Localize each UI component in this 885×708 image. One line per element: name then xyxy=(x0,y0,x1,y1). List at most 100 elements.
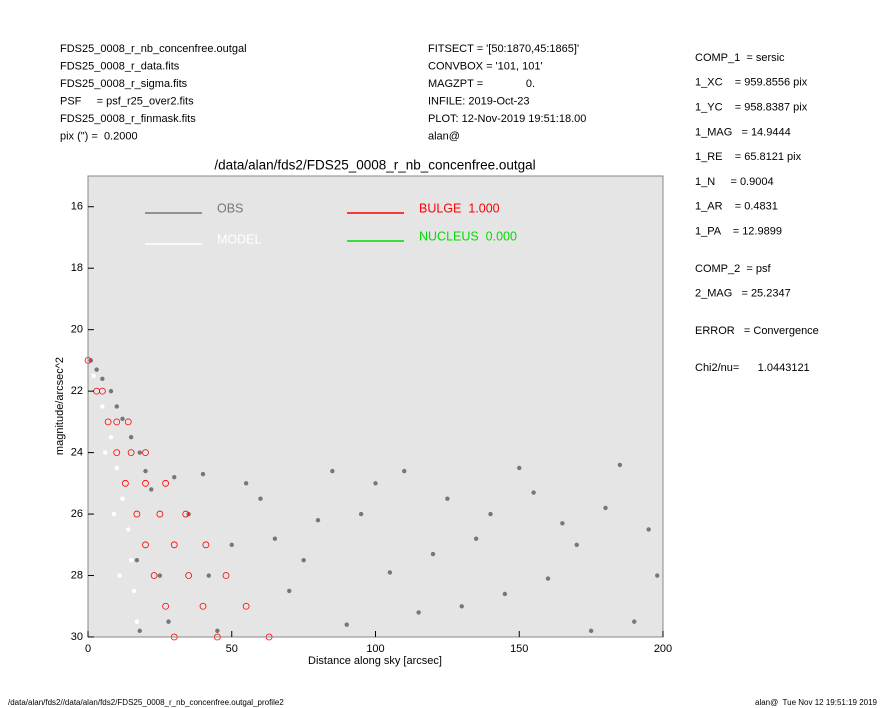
model-ring xyxy=(150,572,158,579)
point xyxy=(373,481,378,486)
point xyxy=(603,505,608,511)
point xyxy=(117,573,122,578)
point xyxy=(128,557,134,563)
footer-path: /data/alan/fds2//data/alan/fds2/FDS25_00… xyxy=(8,698,284,707)
point xyxy=(166,619,171,624)
point xyxy=(574,542,579,547)
point xyxy=(157,573,163,578)
legend-label: MODEL xyxy=(217,232,262,246)
fit-parameter: ERROR = Convergence xyxy=(695,325,819,337)
point xyxy=(111,511,117,517)
model-ring xyxy=(222,572,230,579)
point xyxy=(243,481,249,486)
point xyxy=(100,376,105,382)
point xyxy=(172,474,177,480)
fit-parameter: 1_XC = 959.8556 pix xyxy=(695,77,808,89)
point xyxy=(103,450,108,455)
model-ring xyxy=(142,541,149,549)
model-ring xyxy=(202,541,210,549)
model-ring xyxy=(121,479,129,487)
point xyxy=(287,588,292,594)
y-tick-label: 28 xyxy=(71,569,83,581)
point xyxy=(215,628,220,634)
fit-parameter: COMP_2 = psf xyxy=(695,263,771,275)
point xyxy=(387,570,393,575)
point xyxy=(94,367,99,372)
point xyxy=(126,527,131,532)
model-ring xyxy=(182,510,190,518)
point xyxy=(128,435,134,440)
point xyxy=(517,465,522,471)
model-ring xyxy=(170,541,178,549)
header-text: alan@ xyxy=(428,130,460,142)
fit-parameter: Chi2/nu= 1.0443121 xyxy=(695,362,810,374)
fit-parameter: 1_AR = 0.4831 xyxy=(695,201,778,213)
fit-parameter: 1_YC = 958.8387 pix xyxy=(695,102,808,114)
x-tick-label: 100 xyxy=(366,643,384,655)
fit-parameter: 1_RE = 65.8121 pix xyxy=(695,151,802,163)
point xyxy=(632,619,637,624)
model-ring xyxy=(142,449,149,457)
point xyxy=(108,435,114,440)
point xyxy=(330,468,335,474)
point xyxy=(258,496,263,501)
header-text: pix (") = 0.2000 xyxy=(60,130,138,142)
point xyxy=(120,416,125,421)
header-text: MAGZPT = 0. xyxy=(428,78,535,90)
point xyxy=(137,628,142,634)
point xyxy=(655,573,660,578)
legend-label: NUCLEUS 0.000 xyxy=(419,229,517,243)
legend-label: BULGE 1.000 xyxy=(419,201,500,215)
point xyxy=(430,551,436,557)
y-tick-label: 26 xyxy=(71,508,83,520)
model-ring xyxy=(162,479,170,487)
point xyxy=(473,536,479,541)
point xyxy=(459,604,464,609)
header-text: FDS25_0008_r_sigma.fits xyxy=(60,78,188,90)
fit-parameter: 1_N = 0.9004 xyxy=(695,176,774,188)
point xyxy=(588,628,594,634)
point xyxy=(143,468,148,474)
point xyxy=(272,536,278,541)
model-ring xyxy=(98,387,106,395)
y-tick-label: 22 xyxy=(71,385,83,397)
point xyxy=(137,450,142,455)
plot-area xyxy=(87,175,664,638)
point xyxy=(229,542,234,547)
point xyxy=(131,588,137,594)
point xyxy=(200,471,206,477)
header-text: CONVBOX = '101, 101' xyxy=(428,60,543,72)
x-tick-label: 50 xyxy=(226,643,238,655)
model-ring xyxy=(127,449,135,457)
point xyxy=(445,496,450,501)
header-text: FITSECT = '[50:1870,45:1865]' xyxy=(428,43,579,55)
x-tick-label: 200 xyxy=(654,643,672,655)
model-ring xyxy=(199,602,207,610)
y-tick-label: 18 xyxy=(71,262,83,274)
x-tick-label: 150 xyxy=(510,643,528,655)
point xyxy=(134,557,140,563)
point xyxy=(531,490,536,495)
fit-parameter: 1_MAG = 14.9444 xyxy=(695,126,791,138)
header-text: FDS25_0008_r_finmask.fits xyxy=(60,113,196,125)
fit-parameter: 2_MAG = 25.2347 xyxy=(695,288,791,300)
x-axis-label: Distance along sky [arcsec] xyxy=(308,655,442,667)
point xyxy=(502,591,508,597)
model-ring xyxy=(124,418,132,426)
point xyxy=(149,487,154,492)
chart-title: /data/alan/fds2/FDS25_0008_r_nb_concenfr… xyxy=(214,158,535,173)
point xyxy=(114,465,119,471)
point xyxy=(120,496,125,501)
header-text: PLOT: 12-Nov-2019 19:51:18.00 xyxy=(428,113,586,125)
fit-parameter: COMP_1 = sersic xyxy=(695,52,785,64)
point xyxy=(100,404,105,409)
model-ring xyxy=(142,479,149,487)
point xyxy=(545,576,551,581)
fit-parameter: 1_PA = 12.9899 xyxy=(695,226,782,238)
model-ring xyxy=(133,510,141,518)
point xyxy=(108,388,114,394)
point xyxy=(646,527,651,532)
point xyxy=(134,619,140,624)
x-tick-label: 0 xyxy=(85,643,91,655)
